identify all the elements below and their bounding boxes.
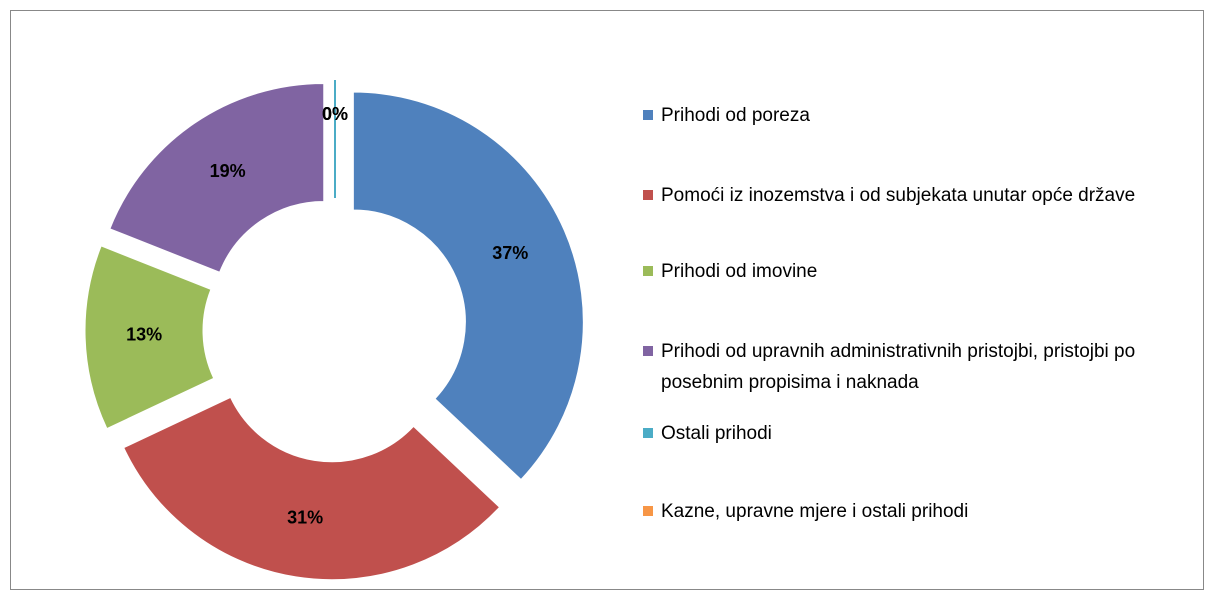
- data-label: 0%: [322, 104, 348, 124]
- legend-item: Kazne, upravne mjere i ostali prihodi: [643, 496, 1201, 527]
- legend-swatch: [643, 110, 653, 120]
- slice: [84, 245, 215, 430]
- legend-swatch: [643, 190, 653, 200]
- data-label: 0%: [322, 104, 348, 124]
- legend-label: Ostali prihodi: [661, 423, 772, 444]
- data-label: 31%: [287, 507, 323, 527]
- legend-label: Pomoći iz inozemstva i od subjekata unut…: [661, 185, 1136, 206]
- slice: [109, 82, 325, 273]
- legend-swatch: [643, 346, 653, 356]
- legend-swatch: [643, 428, 653, 438]
- legend-item: Prihodi od poreza: [643, 100, 1201, 131]
- legend-label: Prihodi od poreza: [661, 105, 810, 126]
- data-label: 13%: [126, 325, 162, 345]
- slice: [352, 91, 584, 481]
- legend-label: Prihodi od imovine: [661, 261, 818, 282]
- legend-item: Prihodi od imovine: [643, 256, 1201, 287]
- legend-label: Kazne, upravne mjere i ostali prihodi: [661, 501, 969, 522]
- legend-item: Pomoći iz inozemstva i od subjekata unut…: [643, 180, 1201, 211]
- legend-label: Prihodi od upravnih administrativnih pri…: [661, 341, 1136, 393]
- legend-swatch: [643, 506, 653, 516]
- slice: [123, 396, 501, 581]
- legend-item: Prihodi od upravnih administrativnih pri…: [643, 336, 1201, 398]
- legend-item: Ostali prihodi: [643, 418, 1201, 449]
- data-label: 37%: [492, 243, 528, 263]
- data-label: 19%: [210, 161, 246, 181]
- legend-swatch: [643, 266, 653, 276]
